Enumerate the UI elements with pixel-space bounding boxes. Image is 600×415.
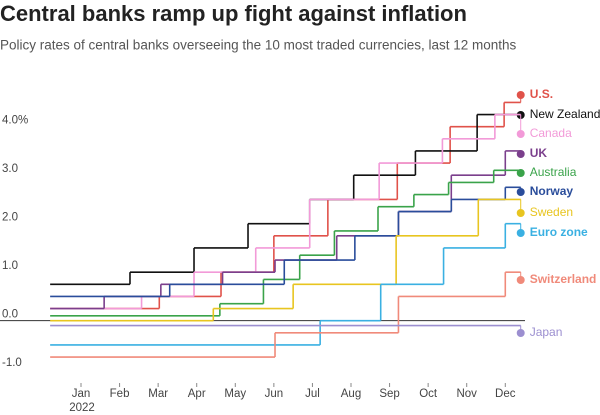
legend-label: New Zealand <box>530 107 600 121</box>
legend-label: Switzerland <box>530 272 597 286</box>
y-tick-label: -1.0 <box>2 357 22 369</box>
end-point <box>516 209 525 217</box>
x-tick-label: Jan <box>72 388 91 400</box>
x-year-label: 2022 <box>69 402 95 414</box>
chart-subtitle: Policy rates of central banks overseeing… <box>0 38 517 53</box>
legend-label: Japan <box>530 325 563 339</box>
end-point <box>516 91 525 99</box>
end-point <box>516 329 525 337</box>
x-tick-label: May <box>224 388 246 400</box>
end-point <box>516 130 525 138</box>
y-tick-label: 4.0% <box>2 115 28 127</box>
end-point <box>516 188 525 196</box>
y-tick-label: 0.0 <box>2 309 18 321</box>
x-tick-label: Nov <box>456 388 477 400</box>
legend-label: Sweden <box>530 205 573 219</box>
y-tick-label: 1.0 <box>2 260 18 272</box>
legend-label: Norway <box>530 184 574 198</box>
x-tick-label: Oct <box>419 388 438 400</box>
x-tick-label: Aug <box>341 388 361 400</box>
x-tick-label: Feb <box>110 388 130 400</box>
x-tick-label: Dec <box>495 388 516 400</box>
legend-label: U.S. <box>530 87 553 101</box>
end-point <box>516 276 525 284</box>
y-tick-label: 2.0 <box>2 212 18 224</box>
legend-label: UK <box>530 146 548 160</box>
x-tick-label: Jun <box>265 388 284 400</box>
chart-title: Central banks ramp up fight against infl… <box>0 1 467 26</box>
end-point <box>516 229 525 237</box>
end-point <box>516 150 525 158</box>
end-point <box>516 169 525 177</box>
x-tick-label: Apr <box>188 388 206 400</box>
x-tick-label: Mar <box>148 388 168 400</box>
y-tick-label: 3.0 <box>2 163 18 175</box>
x-tick-label: Jul <box>305 388 320 400</box>
legend-label: Australia <box>530 165 577 179</box>
x-tick-label: Sep <box>379 388 399 400</box>
legend-label: Euro zone <box>530 225 588 239</box>
legend-label: Canada <box>530 126 572 140</box>
